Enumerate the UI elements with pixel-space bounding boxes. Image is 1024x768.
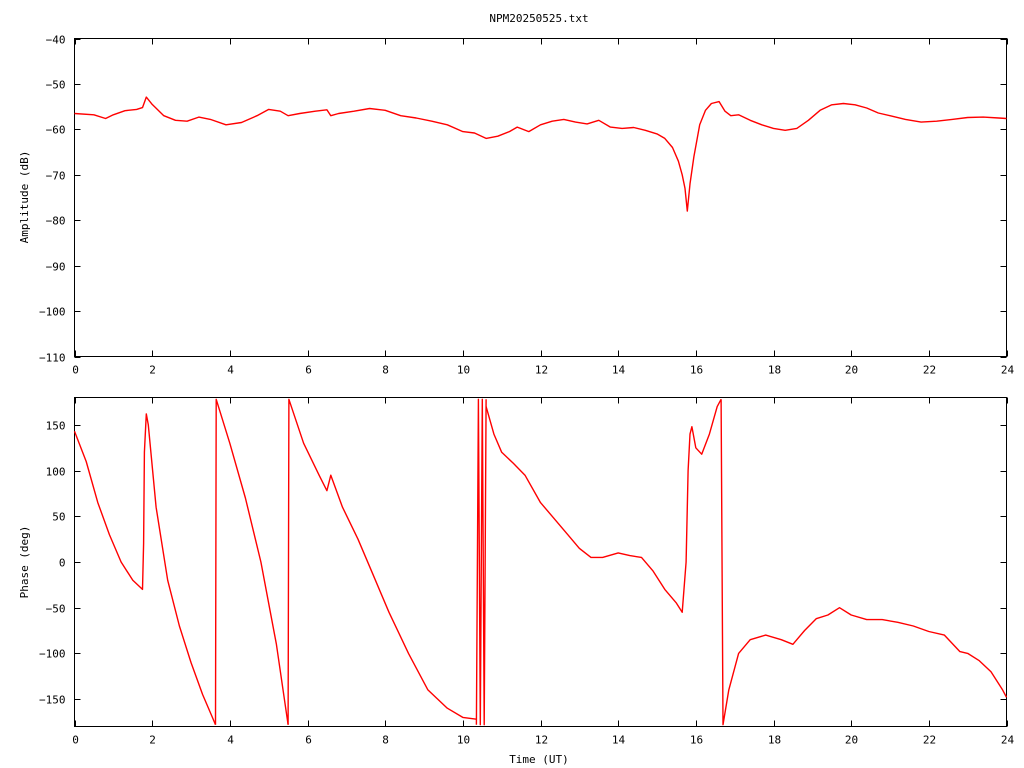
phase-y-tick-label: −150 <box>39 694 66 707</box>
phase-y-tick-label: 0 <box>59 557 66 570</box>
amplitude-y-tick-label: −100 <box>39 306 66 319</box>
amplitude-plot-frame <box>74 38 1007 357</box>
phase-y-tick-label: 50 <box>52 511 65 524</box>
phase-x-tick-label: 24 <box>1001 734 1015 747</box>
phase-x-tick-label: 22 <box>923 734 936 747</box>
amplitude-x-tick-label: 20 <box>845 364 858 377</box>
phase-x-tick-label: 6 <box>305 734 312 747</box>
phase-series <box>73 398 1008 726</box>
amplitude-panel: 0 2 4 6 8 10 12 14 16 18 20 22 24−110−100−90−80−70−6… <box>18 34 1014 377</box>
phase-panel: 0 2 4 6 8 10 12 14 16 18 20 22 24−150−100−5005010015… <box>18 397 1015 766</box>
amplitude-series-line <box>74 96 1007 212</box>
phase-x-tick-label: 20 <box>845 734 858 747</box>
chart-title: NPM20250525.txt <box>489 12 588 25</box>
amplitude-y-tick-label: −40 <box>46 34 66 47</box>
amplitude-x-tick-label: 6 <box>305 364 312 377</box>
amplitude-y-tick-label: −80 <box>46 215 66 228</box>
phase-x-tick-label: 0 <box>72 734 79 747</box>
amplitude-x-tick-label: 4 <box>227 364 234 377</box>
amplitude-x-tick-label: 14 <box>612 364 626 377</box>
phase-y-tick-label: 150 <box>46 420 66 433</box>
amplitude-x-tick-label: 0 <box>72 364 79 377</box>
amplitude-y-tick-label: −110 <box>39 352 66 365</box>
amplitude-x-tick-label: 22 <box>923 364 936 377</box>
amplitude-x-tick-label: 8 <box>382 364 389 377</box>
phase-x-tick-label: 4 <box>227 734 234 747</box>
phase-ticks: 0 2 4 6 8 10 12 14 16 18 20 22 24−150−100−5005010015… <box>39 397 1015 747</box>
phase-series-line <box>485 398 722 613</box>
amplitude-x-tick-label: 16 <box>690 364 703 377</box>
amplitude-y-axis-label: Amplitude (dB) <box>18 151 31 244</box>
amplitude-y-tick-label: −50 <box>46 79 66 92</box>
phase-series-line <box>287 398 477 725</box>
amplitude-y-tick-label: −90 <box>46 261 66 274</box>
amplitude-series <box>74 96 1007 212</box>
amplitude-ticks: 0 2 4 6 8 10 12 14 16 18 20 22 24−110−100−90−80−70−6… <box>39 34 1014 377</box>
amplitude-x-tick-label: 10 <box>457 364 470 377</box>
phase-x-tick-label: 16 <box>690 734 703 747</box>
amplitude-x-tick-label: 24 <box>1001 364 1015 377</box>
x-axis-label: Time (UT) <box>509 753 569 766</box>
amplitude-x-tick-label: 18 <box>768 364 781 377</box>
phase-x-tick-label: 2 <box>149 734 156 747</box>
phase-series-line <box>720 399 1008 726</box>
phase-plot-frame <box>74 397 1007 727</box>
amplitude-x-tick-label: 12 <box>535 364 548 377</box>
phase-x-tick-label: 12 <box>535 734 548 747</box>
phase-series-line <box>73 413 217 725</box>
phase-x-tick-label: 18 <box>768 734 781 747</box>
phase-y-tick-label: −100 <box>39 648 66 661</box>
phase-y-axis-label: Phase (deg) <box>18 526 31 599</box>
phase-series-line <box>214 398 289 725</box>
phase-y-tick-label: −50 <box>46 603 66 616</box>
amplitude-y-tick-label: −60 <box>46 124 66 137</box>
phase-x-tick-label: 14 <box>612 734 626 747</box>
amplitude-y-tick-label: −70 <box>46 170 66 183</box>
phase-x-tick-label: 10 <box>457 734 470 747</box>
amplitude-x-tick-label: 2 <box>149 364 156 377</box>
phase-series-line <box>475 398 487 726</box>
phase-y-tick-label: 100 <box>46 466 66 479</box>
phase-x-tick-label: 8 <box>382 734 389 747</box>
